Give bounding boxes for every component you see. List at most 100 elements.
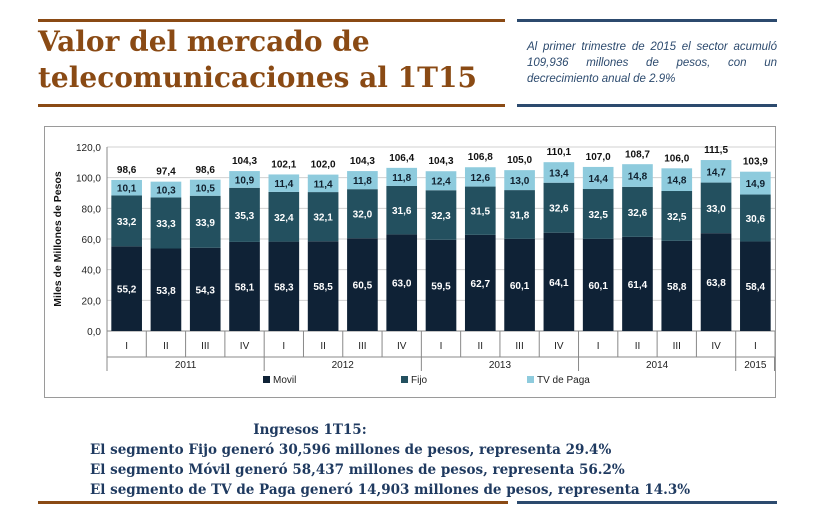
data-label: 32,6: [549, 204, 569, 215]
data-label: 62,7: [471, 279, 491, 290]
bar-segment: [504, 238, 535, 331]
bar-segment: [582, 189, 614, 239]
y-tick-label: 40,0: [82, 266, 102, 277]
income-notes: Ingresos 1T15: El segmento Fijo generó 3…: [90, 420, 790, 500]
bar-segment: [307, 241, 339, 331]
bar-segment: [582, 166, 614, 190]
x-tick-label: III: [201, 341, 209, 352]
data-label: 32,1: [313, 213, 333, 224]
bar-segment: [582, 238, 614, 331]
data-label: 10,1: [117, 184, 137, 195]
bar-segment: [150, 181, 182, 198]
data-label: 13,4: [549, 168, 569, 179]
total-label: 104,3: [232, 156, 257, 167]
total-label: 105,0: [507, 155, 532, 166]
title-bottom-rule: [38, 104, 505, 107]
data-label: 33,0: [706, 204, 726, 215]
data-label: 32,3: [431, 211, 451, 222]
total-label: 107,0: [586, 152, 611, 163]
data-label: 32,5: [667, 212, 687, 223]
note-line-fijo: El segmento Fijo generó 30,596 millones …: [90, 442, 612, 458]
bar-segment: [700, 182, 732, 234]
data-label: 10,3: [156, 186, 176, 197]
legend-swatch: [401, 376, 408, 383]
y-tick-label: 120,0: [76, 143, 101, 154]
data-label: 31,6: [392, 206, 412, 217]
x-tick-label: I: [282, 341, 285, 352]
total-label: 104,3: [428, 156, 453, 167]
x-tick-label: III: [358, 341, 366, 352]
x-tick-label: I: [440, 341, 443, 352]
data-label: 32,5: [588, 210, 608, 221]
bar-segment: [504, 170, 535, 191]
total-label: 111,5: [704, 145, 728, 156]
y-tick-label: 80,0: [82, 204, 102, 215]
x-tick-label: IV: [397, 341, 407, 352]
total-label: 102,0: [311, 160, 336, 171]
data-label: 11,4: [314, 179, 333, 190]
x-tick-label: II: [163, 341, 169, 352]
bar-segment: [111, 246, 142, 331]
notes-title: Ingresos 1T15:: [253, 422, 367, 438]
year-label: 2011: [175, 360, 197, 371]
data-label: 14,8: [628, 172, 648, 183]
total-label: 104,3: [350, 156, 375, 167]
bar-segment: [386, 234, 418, 331]
summary-text: Al primer trimestre de 2015 el sector ac…: [527, 41, 777, 85]
data-label: 31,5: [471, 207, 491, 218]
page-title: Valor del mercado de telecomunicaciones …: [38, 25, 477, 94]
data-label: 59,5: [431, 281, 451, 292]
stacked-bar-chart: 0,0 20,0 40,0 60,0 80,0 100,0 120,0 Miles de Mi…: [52, 143, 776, 386]
bar-segment: [347, 171, 378, 190]
bar-segment: [347, 238, 378, 331]
bar-segment: [268, 174, 300, 192]
bar-segment: [740, 241, 771, 331]
data-label: 54,3: [196, 285, 216, 296]
total-label: 98,6: [117, 165, 137, 176]
bar-segment: [543, 162, 575, 183]
x-tick-label: II: [635, 341, 641, 352]
bar-segment: [543, 232, 575, 331]
data-label: 58,4: [746, 282, 766, 293]
legend-label: Fijo: [411, 375, 428, 386]
data-label: 58,1: [235, 282, 255, 293]
data-label: 31,8: [510, 210, 530, 221]
data-label: 32,4: [274, 213, 294, 224]
data-label: 58,5: [313, 282, 333, 293]
y-tick-label: 20,0: [82, 296, 102, 307]
bar-segment: [150, 248, 182, 331]
bar-segment: [622, 186, 653, 237]
bar-segment: [504, 190, 535, 239]
x-tick-label: IV: [240, 341, 250, 352]
bar-segment: [740, 171, 771, 195]
y-tick-label: 0,0: [87, 327, 101, 338]
year-label: 2015: [744, 360, 767, 371]
bar-segment: [661, 191, 693, 241]
bar-segment: [347, 189, 378, 239]
bar-segment: [661, 168, 693, 192]
data-label: 11,8: [353, 176, 372, 187]
data-label: 32,6: [628, 208, 648, 219]
legend-label: TV de Paga: [537, 375, 590, 386]
total-label: 106,0: [664, 153, 689, 164]
data-label: 60,1: [510, 281, 530, 292]
data-label: 58,3: [274, 282, 294, 293]
total-label: 106,4: [389, 153, 414, 164]
chart-area: 0,0 20,0 40,0 60,0 80,0 100,0 120,0 Miles de Mi…: [44, 126, 776, 398]
title-top-rule: [38, 19, 505, 22]
data-label: 10,9: [235, 175, 255, 186]
bar-segment: [189, 195, 221, 248]
bar-segment: [464, 234, 496, 331]
data-label: 13,0: [510, 176, 530, 187]
bar-segment: [229, 187, 260, 242]
total-label: 102,1: [271, 159, 296, 170]
data-label: 60,5: [353, 281, 373, 292]
data-label: 53,8: [156, 286, 176, 297]
data-label: 63,8: [706, 278, 726, 289]
bar-segment: [425, 171, 457, 191]
total-label: 97,4: [156, 167, 176, 178]
bar-segment: [464, 186, 496, 235]
data-label: 14,9: [746, 179, 766, 190]
note-line-movil: El segmento Móvil generó 58,437 millones…: [90, 462, 625, 478]
legend-swatch: [263, 376, 270, 383]
